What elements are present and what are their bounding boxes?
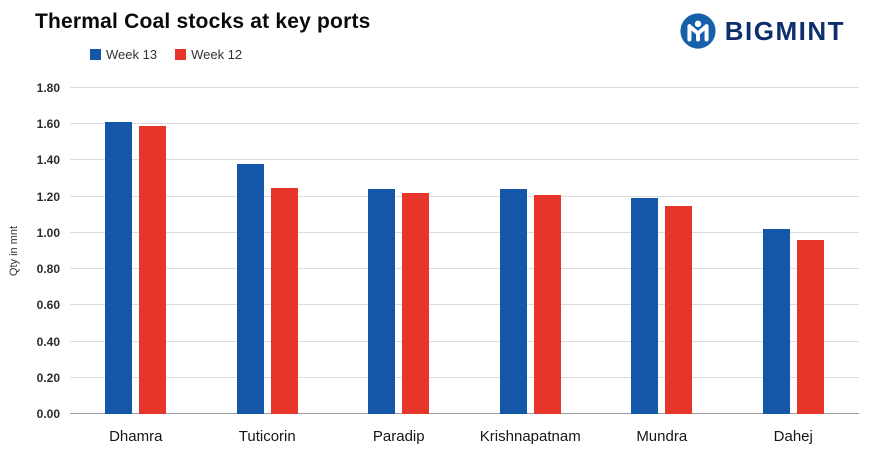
bar-group <box>728 88 860 414</box>
bar-week12-paradip <box>402 193 430 414</box>
chart-title: Thermal Coal stocks at key ports <box>35 10 371 33</box>
bar-group <box>465 88 597 414</box>
bar-week12-dahej <box>796 240 824 414</box>
x-axis-labels: Dhamra Tuticorin Paradip Krishnapatnam Mundr… <box>70 428 859 445</box>
bar-group <box>70 88 202 414</box>
legend-label-week13: Week 13 <box>106 47 158 62</box>
gridline <box>70 231 859 233</box>
gridline <box>70 304 859 306</box>
bar-week13-dahej <box>762 229 790 414</box>
bigmint-logo-icon <box>679 12 717 50</box>
x-axis-label: Paradip <box>372 428 425 445</box>
bar-week12-krishnapatnam <box>533 194 561 414</box>
gridline <box>70 268 859 270</box>
y-tick-label: 0.80 <box>36 262 60 277</box>
bar-group <box>333 88 465 414</box>
y-tick-label: 1.60 <box>36 117 60 132</box>
bar-week13-mundra <box>631 198 659 414</box>
bar-week12-mundra <box>665 205 693 414</box>
legend-swatch-week12 <box>175 49 187 60</box>
x-axis-label: Mundra <box>636 428 688 445</box>
y-tick-label: 1.00 <box>36 225 60 240</box>
y-tick-label: 0.20 <box>36 370 60 385</box>
x-axis-label: Dhamra <box>109 428 163 445</box>
y-tick-label: 1.40 <box>36 153 60 168</box>
gridline <box>70 159 859 161</box>
legend-item-week12: Week 12 <box>175 47 242 62</box>
gridline <box>70 123 859 125</box>
x-axis-label: Krishnapatnam <box>479 428 581 445</box>
bigmint-logo: BIGMINT <box>679 12 845 50</box>
y-tick-label: 1.80 <box>36 81 60 95</box>
bar-week12-dhamra <box>139 126 167 414</box>
brand-wordmark: BIGMINT <box>724 15 845 46</box>
x-axis-line <box>70 413 859 414</box>
legend-swatch-week13 <box>90 49 101 60</box>
bar-week13-krishnapatnam <box>499 189 527 414</box>
bar-week13-paradip <box>368 189 396 414</box>
gridline <box>70 376 859 378</box>
y-tick-label: 1.20 <box>36 189 60 204</box>
gridline <box>70 340 859 342</box>
y-tick-label: 0.00 <box>36 407 60 421</box>
bar-week13-dhamra <box>105 122 133 414</box>
gridline <box>70 195 859 197</box>
gridline <box>70 87 859 88</box>
chart-legend: Week 13 Week 12 <box>90 47 242 62</box>
y-axis-title: Qty in mnt <box>8 225 20 277</box>
bars-layer <box>70 88 859 414</box>
bar-group <box>596 88 728 414</box>
plot-area: 0.00 0.20 0.40 0.60 0.80 1.00 1.20 1.40 1.60 1.80 <box>37 81 859 421</box>
y-tick-label: 0.60 <box>36 298 60 313</box>
x-axis-label: Dahej <box>773 428 813 445</box>
x-axis-label: Tuticorin <box>238 428 296 445</box>
y-tick-label: 0.40 <box>36 334 60 349</box>
bar-group <box>202 88 334 414</box>
legend-label-week12: Week 12 <box>191 47 243 62</box>
bar-week12-tuticorin <box>270 187 298 414</box>
bar-week13-tuticorin <box>236 164 264 414</box>
legend-item-week13: Week 13 <box>90 47 157 62</box>
